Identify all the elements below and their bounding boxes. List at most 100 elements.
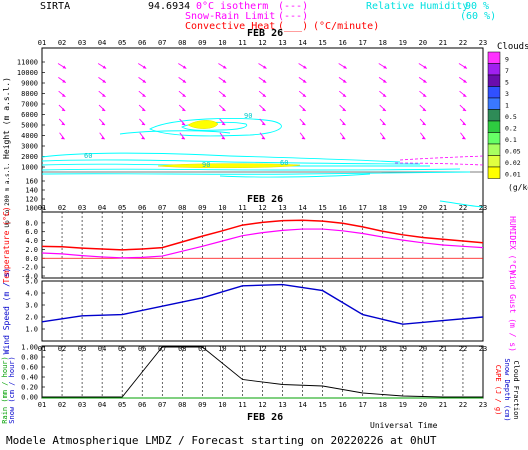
x-tick-label: 19 <box>399 204 407 212</box>
x-tick-label: 10 <box>218 39 226 47</box>
humidity-contour-e <box>41 171 471 175</box>
wind-arrow-head <box>342 79 347 83</box>
rh-label: Relative Humidity <box>366 1 468 12</box>
wind-arrow <box>139 132 146 140</box>
x-tick-label: 09 <box>198 345 206 353</box>
contour-labels: 90 60 90 60 <box>84 112 288 169</box>
x-tick-label: 02 <box>58 39 66 47</box>
colorbar-cells: 9 7 5 3 1 0.5 0.2 0.1 0.05 0.02 0.01 <box>487 51 521 179</box>
x-tick-label: 04 <box>98 39 106 47</box>
wind-arrow-head <box>262 107 266 111</box>
colorbar-cell <box>487 120 501 133</box>
legend-isotherm-label: 0°C isotherm <box>196 1 268 12</box>
wind-arrow-head <box>141 122 146 126</box>
wind-arrow-head <box>102 65 107 69</box>
contour-label: 60 <box>84 152 92 160</box>
wind-arrow-head <box>343 65 347 69</box>
wind-arrow <box>419 118 426 126</box>
wind-arrow <box>58 90 66 98</box>
y-tick-label: 6000 <box>21 111 38 119</box>
y-tick-label: 5.0 <box>25 278 38 286</box>
legend-convective-label: Convective Heat <box>185 21 275 32</box>
x-tick-label: 17 <box>359 39 367 47</box>
colorbar-cell <box>487 86 501 99</box>
x-tick-label: 04 <box>98 401 106 409</box>
wind-arrow-head <box>423 79 427 83</box>
x-tick-label: 01 <box>38 401 46 409</box>
x-tick-label: 17 <box>359 204 367 212</box>
x-tick-label: 18 <box>379 204 387 212</box>
humidity-contour-upper <box>149 117 282 137</box>
wind-arrow-head <box>382 122 386 126</box>
wind-arrow-head <box>263 65 267 69</box>
colorbar-tick-label: 0.5 <box>505 113 517 121</box>
y-tick-label: 160 <box>25 178 38 186</box>
x-tick-label: 22 <box>459 345 467 353</box>
wind-arrow-head <box>221 136 225 140</box>
colorbar-unit: (g/kg) <box>508 183 528 192</box>
wind-arrow-head <box>101 136 105 140</box>
universal-time-label: Universal Time <box>370 421 438 430</box>
x-tick-label: 05 <box>118 401 126 409</box>
wind-arrow <box>299 104 307 112</box>
legend-convective-unit: (°C/minute) <box>313 21 379 32</box>
wind-arrow <box>219 118 226 126</box>
wind-arrow <box>379 118 386 126</box>
wind-y-ticks: 5.0 4.0 3.0 2.0 1.0 <box>25 278 45 334</box>
humidity-contour-f <box>219 173 371 178</box>
wind-arrow-head <box>141 136 145 140</box>
x-tick-label: 11 <box>238 39 246 47</box>
x-tick-label: 16 <box>338 39 346 47</box>
colorbar-tick-label: 1 <box>505 102 509 110</box>
colorbar-tick-label: 0.1 <box>505 136 517 144</box>
x-tick-label: 12 <box>258 401 266 409</box>
contour-label: 60 <box>280 159 288 167</box>
wind-arrow <box>98 90 106 98</box>
wind-arrow <box>138 76 147 84</box>
wind-arrow-head <box>463 79 467 83</box>
y-tick-label: 0.40 <box>21 374 38 382</box>
y-tick-label: 0.60 <box>21 364 38 372</box>
y-tick-label: 0.00 <box>21 394 38 402</box>
cloud-fraction-ylabel: Cloud Fraction <box>512 360 520 419</box>
wind-arrow-head <box>182 93 186 97</box>
x-tick-label: 16 <box>338 204 346 212</box>
wind-arrow <box>459 104 467 112</box>
x-tick-label: 12 <box>258 204 266 212</box>
wind-arrow-head <box>382 93 387 97</box>
y-tick-label: 11000 <box>17 59 38 67</box>
wind-arrow-head <box>423 65 427 69</box>
wind-arrow-head <box>261 136 265 140</box>
x-tick-label: 14 <box>298 345 306 353</box>
wind-arrow <box>299 132 306 140</box>
x-tick-label: 05 <box>118 39 126 47</box>
snow-ylabel: Snow (cm / hour) <box>8 356 16 423</box>
wind-arrow <box>218 104 226 112</box>
isotherm-lines <box>394 155 484 166</box>
x-tick-label: 13 <box>278 39 286 47</box>
y-tick-label: 10000 <box>17 69 38 77</box>
x-tick-label: 11 <box>238 401 246 409</box>
y-tick-label: 0.80 <box>21 354 38 362</box>
wind-arrow-head <box>101 107 106 111</box>
wind-arrow-head <box>341 136 346 140</box>
wind-arrow <box>379 104 387 112</box>
wind-arrow-head <box>462 107 467 111</box>
x-tick-label: 16 <box>338 345 346 353</box>
wind-arrow <box>98 76 107 84</box>
x-tick-label: 23 <box>479 204 487 212</box>
station-code: 94.6934 <box>148 1 190 12</box>
wind-arrow <box>178 63 187 69</box>
wind-arrow <box>418 76 427 84</box>
wind-arrow-head <box>141 107 146 111</box>
wind-panel: 5.04.03.02.01.0 01 02 03 04 05 06 07 08 09 10 11 12… <box>2 268 517 355</box>
y-tick-label: 120 <box>25 196 38 204</box>
x-tick-label: 11 <box>238 204 246 212</box>
colorbar-cell <box>487 109 501 122</box>
wind-arrow <box>298 76 307 84</box>
x-tick-label: 02 <box>58 204 66 212</box>
x-tick-label: 18 <box>379 39 387 47</box>
humidity-contour-b <box>41 159 421 165</box>
x-tick-label: 01 <box>38 204 46 212</box>
wind-arrow-head <box>181 122 186 126</box>
